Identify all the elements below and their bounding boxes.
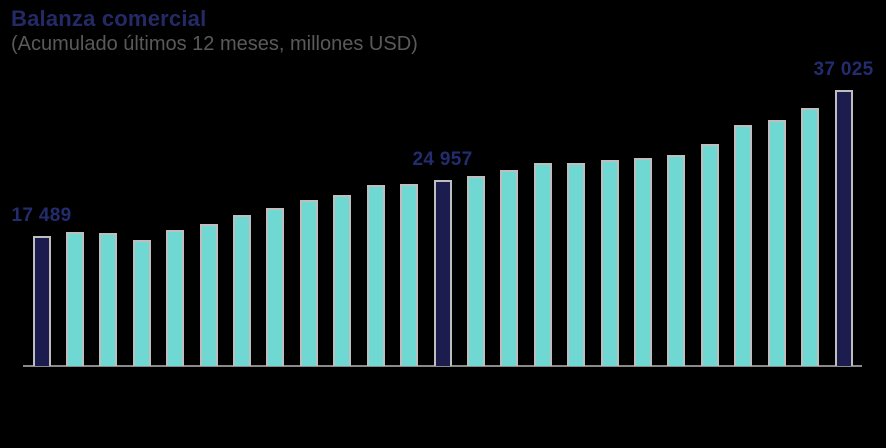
bar-8 xyxy=(266,208,285,366)
bar-22 xyxy=(734,125,753,366)
bar-10 xyxy=(333,195,352,366)
bar-25 xyxy=(834,90,853,366)
bar-18 xyxy=(600,160,619,366)
data-label-bar-1: 17 489 xyxy=(11,205,72,226)
x-axis-line xyxy=(23,365,862,367)
bar-3 xyxy=(99,233,118,366)
bar-12 xyxy=(400,184,419,366)
bar-14 xyxy=(466,176,485,366)
chart-title: Balanza comercial xyxy=(11,6,207,31)
bar-4 xyxy=(132,240,151,366)
bar-19 xyxy=(634,158,652,366)
data-label-bar-13: 24 957 xyxy=(412,149,473,170)
bar-5 xyxy=(166,230,185,366)
bar-24 xyxy=(801,108,820,366)
bar-23 xyxy=(767,120,786,366)
bar-1 xyxy=(32,236,51,366)
bar-15 xyxy=(500,170,519,366)
bar-13 xyxy=(433,180,452,366)
bar-20 xyxy=(667,155,686,366)
bar-21 xyxy=(700,144,719,366)
bar-6 xyxy=(199,224,218,366)
bar-17 xyxy=(567,163,586,366)
bar-11 xyxy=(366,185,385,366)
chart-header: Balanza comercial (Acumulado últimos 12 … xyxy=(11,6,418,56)
bar-9 xyxy=(299,200,318,366)
data-label-bar-25: 37 025 xyxy=(813,59,874,80)
chart-subtitle: (Acumulado últimos 12 meses, millones US… xyxy=(11,33,418,55)
bar-7 xyxy=(233,215,251,366)
bar-16 xyxy=(533,163,552,366)
bar-2 xyxy=(65,232,84,366)
